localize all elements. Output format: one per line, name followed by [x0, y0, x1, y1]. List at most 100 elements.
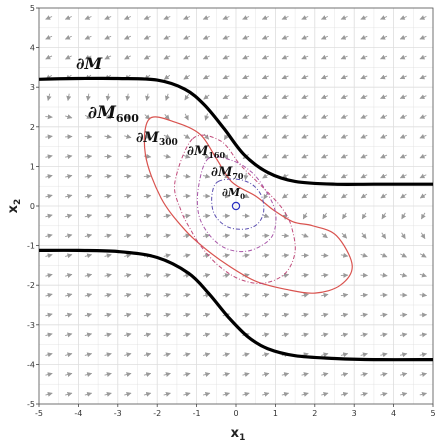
- y-tick-label: -4: [27, 360, 35, 369]
- vector-arrow: [84, 391, 93, 397]
- y-tick-label: 5: [30, 4, 35, 13]
- vector-arrow: [242, 35, 250, 40]
- vector-arrow: [65, 352, 73, 358]
- vector-arrow: [143, 193, 152, 199]
- vector-arrow: [320, 35, 329, 40]
- x-tick-label: 0: [233, 409, 238, 418]
- vector-arrow: [242, 372, 250, 377]
- vector-arrow: [45, 352, 53, 358]
- vector-arrow: [203, 94, 210, 100]
- vector-arrow: [321, 332, 329, 338]
- vector-arrow: [340, 54, 348, 60]
- vector-arrow: [380, 272, 388, 278]
- vector-arrow: [361, 232, 367, 239]
- level-set-160: [196, 156, 277, 253]
- vector-arrow: [262, 292, 270, 298]
- vector-arrow: [242, 312, 250, 318]
- vector-arrow: [183, 391, 191, 397]
- vector-arrow: [143, 332, 152, 338]
- vector-arrow: [419, 252, 427, 258]
- vector-arrow: [419, 352, 428, 358]
- vector-arrow: [242, 273, 250, 278]
- vector-arrow: [163, 134, 171, 139]
- y-axis-title: x2: [6, 199, 23, 214]
- vector-arrow: [183, 352, 191, 358]
- vector-arrow: [104, 372, 112, 377]
- vector-arrow: [301, 312, 309, 318]
- x-tick-label: 5: [430, 409, 435, 418]
- vector-arrow: [222, 292, 231, 298]
- y-tick-label: 1: [30, 162, 35, 171]
- vector-arrow: [45, 193, 53, 199]
- vector-arrow: [281, 153, 289, 159]
- label-dM160: ∂M160: [187, 144, 225, 160]
- label-dM600: ∂M600: [88, 103, 139, 125]
- vector-arrow: [242, 54, 250, 60]
- vector-arrow: [143, 15, 151, 20]
- vector-arrow: [322, 212, 328, 220]
- vector-arrow: [45, 391, 53, 397]
- vector-arrow: [45, 372, 53, 377]
- vector-arrow: [380, 332, 388, 338]
- vector-arrow: [65, 312, 73, 318]
- label-dM0: ∂M0: [222, 186, 245, 201]
- vector-arrow: [183, 292, 191, 298]
- vector-arrow: [163, 391, 171, 397]
- vector-arrow: [301, 391, 309, 397]
- vector-arrow: [143, 391, 152, 397]
- vector-arrow: [380, 173, 388, 179]
- vector-arrow: [281, 134, 289, 139]
- vector-arrow: [223, 153, 229, 160]
- vector-arrow: [84, 114, 92, 119]
- vector-arrow: [164, 113, 170, 120]
- vector-arrow: [281, 94, 289, 99]
- vector-arrow: [64, 35, 72, 40]
- vector-arrow: [360, 292, 369, 298]
- vector-arrow: [320, 15, 329, 20]
- vector-arrow: [104, 193, 112, 199]
- vector-arrow: [263, 192, 269, 200]
- vector-arrow: [202, 35, 210, 40]
- y-tick-label: 4: [30, 44, 35, 53]
- vector-arrow: [321, 312, 329, 318]
- vector-arrow: [360, 114, 368, 119]
- y-tick-label: -1: [27, 242, 35, 251]
- vector-arrow: [419, 193, 427, 199]
- vector-arrow: [124, 372, 132, 377]
- vector-arrow: [419, 372, 428, 377]
- label-dM70: ∂M70: [211, 165, 244, 181]
- vector-arrow: [124, 273, 132, 278]
- vector-arrow: [66, 93, 72, 102]
- vector-arrow: [321, 292, 329, 298]
- vector-arrow: [261, 114, 269, 119]
- vector-arrow: [340, 372, 349, 377]
- vector-arrow: [65, 233, 73, 239]
- vector-arrow: [163, 352, 171, 358]
- vector-arrow: [242, 114, 250, 119]
- vector-arrow: [65, 292, 73, 298]
- x-tick-label: -2: [153, 409, 161, 418]
- vector-arrow: [242, 15, 250, 20]
- vector-arrow: [84, 292, 93, 298]
- vector-arrow: [301, 372, 309, 377]
- vector-arrow: [399, 332, 408, 338]
- y-tick-label: -5: [27, 400, 35, 409]
- vector-arrow: [262, 352, 270, 358]
- y-tick-label: -2: [27, 281, 35, 290]
- vector-arrow: [123, 15, 132, 20]
- vector-arrow: [183, 173, 191, 179]
- vector-arrow: [262, 372, 270, 377]
- vector-arrow: [301, 332, 309, 338]
- vector-arrow: [104, 253, 112, 259]
- vector-arrow: [281, 253, 290, 259]
- vector-arrow: [242, 233, 250, 239]
- vector-arrow: [124, 352, 132, 358]
- vector-arrow: [261, 54, 269, 60]
- vector-arrow: [321, 352, 329, 358]
- vector-arrow: [125, 93, 131, 102]
- vector-arrow: [84, 154, 93, 160]
- vector-arrow: [340, 312, 349, 318]
- vector-arrow: [301, 74, 309, 80]
- vector-arrow: [183, 74, 190, 80]
- vector-arrow: [84, 15, 92, 20]
